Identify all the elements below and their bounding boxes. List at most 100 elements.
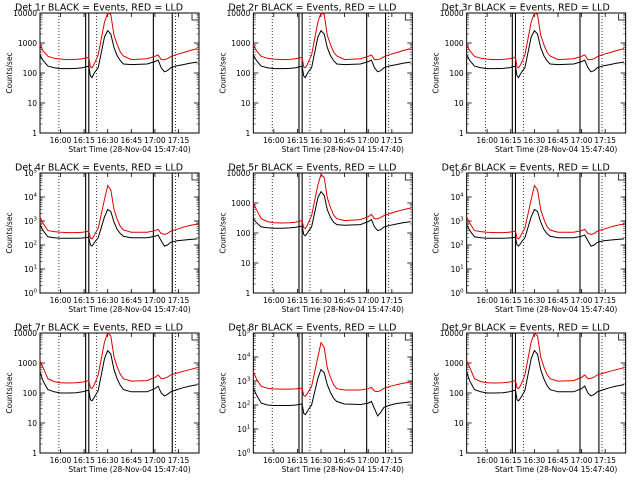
x-tick-label: 16:00 — [50, 296, 72, 305]
x-tick-label: 16:15 — [73, 136, 95, 145]
lld-series-line — [252, 173, 411, 230]
x-tick-label: 17:15 — [381, 456, 403, 465]
lld-series-line — [39, 12, 198, 69]
corner-marker — [404, 14, 412, 21]
x-tick-label: 16:30 — [97, 456, 119, 465]
x-tick-label: 16:45 — [334, 136, 356, 145]
detector-panel-8: Det 8r BLACK = Events, RED = LLD 100 101 10… — [218, 323, 413, 474]
y-tick-label: 10 — [454, 419, 464, 428]
corner-marker — [618, 334, 625, 341]
lld-series-line — [39, 184, 198, 240]
x-axis-title: Start Time (28-Nov-04 15:47:40) — [68, 465, 190, 474]
x-tick-label: 16:30 — [310, 296, 332, 305]
corner-marker — [191, 174, 198, 181]
y-tick-label: 10 — [241, 259, 251, 268]
x-tick-label: 17:00 — [144, 136, 166, 145]
y-tick-label: 1000 — [445, 359, 464, 368]
x-axis-title: Start Time (28-Nov-04 15:47:40) — [68, 145, 190, 154]
y-tick-label: 101 — [24, 265, 37, 275]
x-tick-label: 17:15 — [168, 456, 190, 465]
y-tick-label: 100 — [23, 69, 38, 78]
y-tick-label: 105 — [451, 169, 465, 179]
x-axis-title: Start Time (28-Nov-04 15:47:40) — [495, 305, 617, 314]
x-axis-title: Start Time (28-Nov-04 15:47:40) — [282, 465, 404, 474]
y-tick-label: 10 — [241, 99, 251, 108]
y-tick-label: 101 — [451, 265, 464, 275]
x-tick-label: 17:15 — [168, 296, 190, 305]
events-series-line — [466, 29, 625, 79]
detector-panel-7: Det 7r BLACK = Events, RED = LLD 1 10 100 10… — [5, 323, 200, 474]
x-tick-label: 16:45 — [120, 296, 142, 305]
y-axis-title: Counts/sec — [218, 372, 227, 413]
x-axis-title: Start Time (28-Nov-04 15:47:40) — [495, 465, 617, 474]
x-tick-label: 17:00 — [144, 296, 166, 305]
y-tick-label: 1 — [246, 289, 251, 298]
y-axis-title: Counts/sec — [218, 212, 227, 253]
y-tick-label: 105 — [24, 169, 38, 179]
lld-series-line — [39, 332, 198, 390]
corner-marker — [191, 334, 198, 341]
detector-panel-6: Det 6r BLACK = Events, RED = LLD 100 101 10… — [432, 163, 627, 314]
x-tick-label: 16:45 — [334, 296, 356, 305]
lld-series-line — [466, 12, 625, 69]
y-axis-title: Counts/sec — [5, 212, 14, 253]
y-axis-title: Counts/sec — [5, 52, 14, 93]
y-tick-label: 1000 — [445, 39, 464, 48]
y-axis-title: Counts/sec — [432, 212, 441, 253]
x-tick-label: 16:15 — [73, 296, 95, 305]
y-tick-label: 10000 — [440, 329, 464, 338]
y-tick-label: 10000 — [13, 9, 37, 18]
panel-title: Det 7r BLACK = Events, RED = LLD — [15, 323, 183, 334]
y-tick-label: 10000 — [440, 9, 464, 18]
x-tick-label: 16:15 — [500, 136, 522, 145]
x-axis-title: Start Time (28-Nov-04 15:47:40) — [68, 305, 190, 314]
corner-marker — [618, 14, 625, 21]
x-tick-label: 16:45 — [334, 456, 356, 465]
y-tick-label: 1 — [32, 129, 37, 138]
x-tick-label: 17:15 — [594, 296, 616, 305]
y-tick-label: 1 — [459, 129, 464, 138]
y-axis-title: Counts/sec — [218, 52, 227, 93]
events-series-line — [39, 208, 198, 247]
x-tick-label: 16:15 — [500, 296, 522, 305]
panel-title: Det 1r BLACK = Events, RED = LLD — [15, 3, 183, 14]
y-tick-label: 100 — [451, 289, 465, 299]
events-series-line — [252, 368, 411, 417]
x-tick-label: 16:30 — [524, 136, 546, 145]
panel-title: Det 8r BLACK = Events, RED = LLD — [228, 323, 396, 334]
detector-panel-9: Det 9r BLACK = Events, RED = LLD 1 10 100 10… — [432, 323, 627, 474]
x-tick-label: 16:30 — [97, 296, 119, 305]
lld-series-line — [466, 184, 625, 240]
x-tick-label: 16:45 — [547, 136, 569, 145]
corner-marker — [191, 14, 198, 21]
y-axis-title: Counts/sec — [5, 372, 14, 413]
x-tick-label: 17:00 — [571, 296, 593, 305]
y-tick-label: 10 — [27, 419, 37, 428]
y-tick-label: 100 — [236, 69, 251, 78]
x-tick-label: 17:00 — [357, 456, 379, 465]
y-tick-label: 1 — [459, 449, 464, 458]
y-tick-label: 105 — [237, 329, 251, 339]
panel-title: Det 9r BLACK = Events, RED = LLD — [442, 323, 610, 334]
plot-frame — [466, 172, 627, 294]
x-tick-label: 16:15 — [287, 296, 309, 305]
detector-panel-1: Det 1r BLACK = Events, RED = LLD 1 10 100 10… — [5, 3, 200, 154]
corner-marker — [404, 334, 412, 341]
x-tick-label: 16:45 — [547, 296, 569, 305]
x-tick-label: 17:15 — [594, 456, 616, 465]
x-tick-label: 16:00 — [50, 456, 72, 465]
x-tick-label: 17:00 — [357, 136, 379, 145]
y-tick-label: 10000 — [226, 9, 250, 18]
panel-title: Det 3r BLACK = Events, RED = LLD — [442, 3, 610, 14]
x-tick-label: 16:30 — [310, 136, 332, 145]
corner-marker — [618, 174, 625, 181]
panel-title: Det 2r BLACK = Events, RED = LLD — [228, 3, 396, 14]
lld-series-line — [466, 332, 625, 390]
y-tick-label: 1000 — [231, 199, 250, 208]
x-tick-label: 16:15 — [500, 456, 522, 465]
y-tick-label: 1 — [32, 449, 37, 458]
x-tick-label: 16:00 — [263, 456, 285, 465]
y-tick-label: 104 — [237, 353, 251, 363]
x-axis-title: Start Time (28-Nov-04 15:47:40) — [282, 145, 404, 154]
